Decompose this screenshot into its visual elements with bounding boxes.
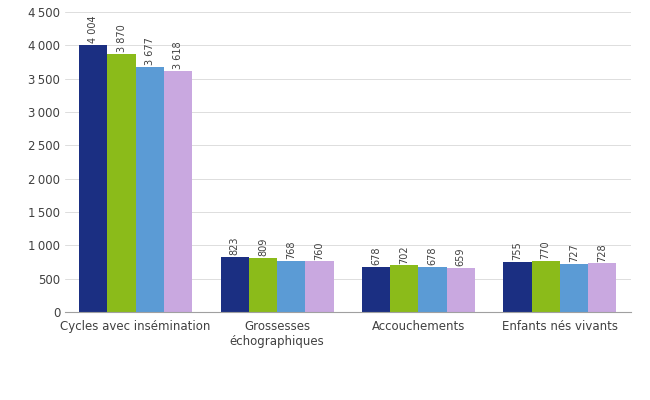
Text: 678: 678 bbox=[428, 247, 437, 265]
Text: 4 004: 4 004 bbox=[88, 16, 98, 43]
Bar bbox=[277, 261, 305, 312]
Text: 3 618: 3 618 bbox=[173, 42, 183, 69]
Text: 823: 823 bbox=[229, 237, 240, 256]
Bar bbox=[532, 261, 560, 312]
Bar bbox=[164, 71, 192, 312]
Bar bbox=[79, 45, 107, 312]
Bar bbox=[107, 54, 136, 312]
Bar bbox=[560, 264, 588, 312]
Bar bbox=[136, 67, 164, 312]
Text: 3 677: 3 677 bbox=[145, 37, 155, 65]
Text: 678: 678 bbox=[371, 247, 381, 265]
Text: 728: 728 bbox=[597, 243, 607, 262]
Bar bbox=[220, 257, 249, 312]
Bar bbox=[390, 265, 419, 312]
Bar bbox=[503, 262, 532, 312]
Bar bbox=[306, 261, 333, 312]
Text: 755: 755 bbox=[512, 241, 523, 260]
Text: 770: 770 bbox=[541, 240, 551, 259]
Text: 659: 659 bbox=[456, 248, 466, 266]
Text: 809: 809 bbox=[258, 238, 268, 256]
Text: 702: 702 bbox=[399, 245, 410, 264]
Text: 768: 768 bbox=[286, 241, 296, 259]
Text: 727: 727 bbox=[569, 243, 579, 262]
Bar bbox=[588, 264, 616, 312]
Text: 760: 760 bbox=[315, 241, 324, 260]
Bar bbox=[249, 258, 277, 312]
Bar bbox=[447, 268, 475, 312]
Bar bbox=[362, 267, 390, 312]
Bar bbox=[419, 267, 447, 312]
Text: 3 870: 3 870 bbox=[116, 24, 127, 52]
